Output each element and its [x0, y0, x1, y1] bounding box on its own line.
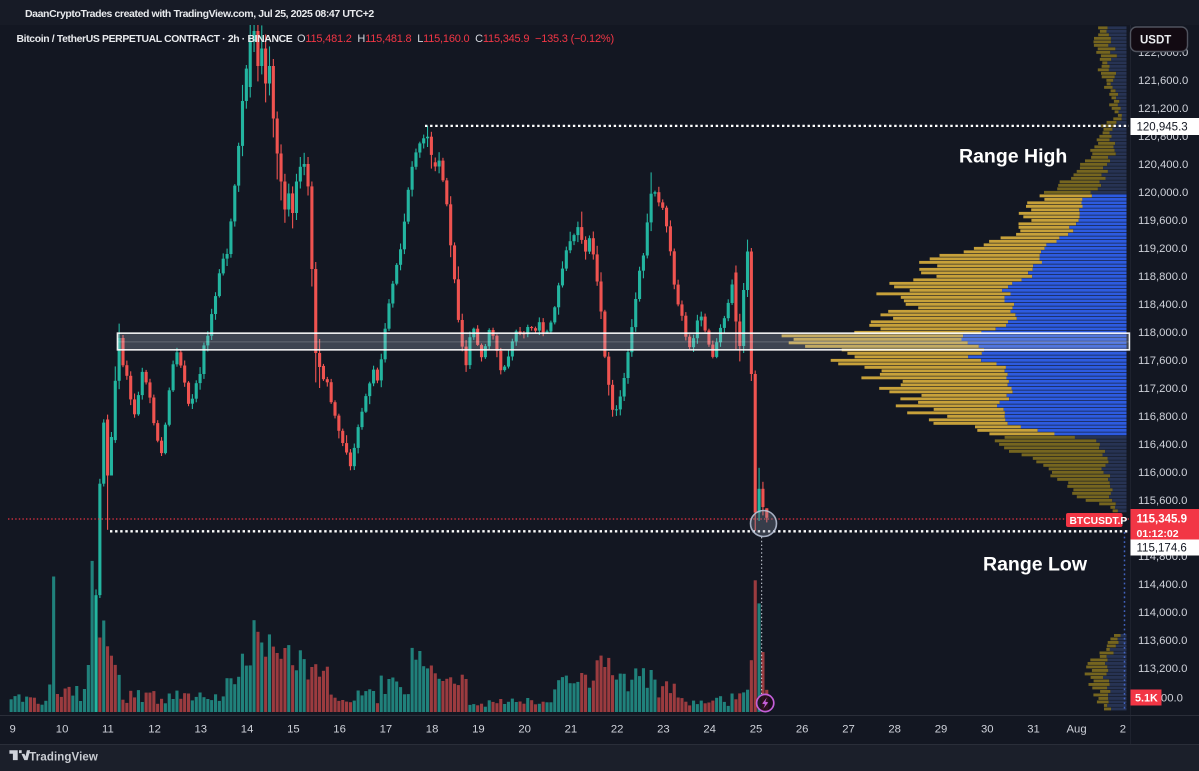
- svg-text:116,000.0: 116,000.0: [1138, 467, 1187, 479]
- svg-text:9: 9: [10, 724, 16, 736]
- svg-text:20: 20: [518, 724, 531, 736]
- svg-text:118,400.0: 118,400.0: [1138, 299, 1187, 311]
- svg-text:DaanCryptoTrades created with: DaanCryptoTrades created with TradingVie…: [25, 8, 374, 20]
- svg-text:15: 15: [287, 724, 300, 736]
- svg-text:119,200.0: 119,200.0: [1138, 243, 1187, 255]
- svg-text:17: 17: [380, 724, 393, 736]
- svg-text:27: 27: [842, 724, 855, 736]
- svg-text:5.1K: 5.1K: [1135, 693, 1158, 705]
- svg-text:113,200.0: 113,200.0: [1138, 663, 1187, 675]
- svg-text:113,600.0: 113,600.0: [1138, 635, 1187, 647]
- svg-text:114,000.0: 114,000.0: [1138, 607, 1187, 619]
- svg-text:22: 22: [611, 724, 624, 736]
- svg-text:O115,481.2 H115,481.8 L115,1: O115,481.2 H115,481.8 L115,160.0 C115,34…: [297, 33, 614, 45]
- svg-text:Range High: Range High: [959, 146, 1067, 168]
- svg-text:10: 10: [56, 724, 69, 736]
- svg-text:12: 12: [148, 724, 161, 736]
- svg-text:118,000.0: 118,000.0: [1138, 327, 1187, 339]
- svg-text:25: 25: [750, 724, 763, 736]
- svg-text:18: 18: [426, 724, 439, 736]
- svg-text:120,945.3: 120,945.3: [1137, 122, 1188, 134]
- svg-text:16: 16: [333, 724, 346, 736]
- svg-text:24: 24: [703, 724, 716, 736]
- svg-text:120,400.0: 120,400.0: [1138, 159, 1188, 171]
- svg-text:13: 13: [195, 724, 208, 736]
- svg-text:USDT: USDT: [1140, 35, 1171, 47]
- svg-text:114,400.0: 114,400.0: [1138, 579, 1187, 591]
- svg-text:121,200.0: 121,200.0: [1138, 103, 1188, 115]
- svg-text:115,345.9: 115,345.9: [1137, 514, 1188, 526]
- svg-text:23: 23: [657, 724, 670, 736]
- svg-text:2: 2: [1120, 724, 1126, 736]
- svg-text:Bitcoin / TetherUS PERPETUAL C: Bitcoin / TetherUS PERPETUAL CONTRACT · …: [17, 34, 293, 45]
- svg-text:01:12:02: 01:12:02: [1137, 528, 1179, 540]
- svg-text:29: 29: [935, 724, 948, 736]
- svg-text:28: 28: [888, 724, 901, 736]
- svg-text:121,600.0: 121,600.0: [1138, 75, 1188, 87]
- svg-text:26: 26: [796, 724, 809, 736]
- svg-text:117,600.0: 117,600.0: [1138, 355, 1187, 367]
- svg-text:TradingView: TradingView: [29, 752, 98, 764]
- svg-text:11: 11: [102, 724, 114, 736]
- svg-text:19: 19: [472, 724, 485, 736]
- svg-text:118,800.0: 118,800.0: [1138, 271, 1187, 283]
- svg-text:31: 31: [1027, 724, 1040, 736]
- svg-text:115,174.6: 115,174.6: [1137, 543, 1187, 555]
- svg-text:119,600.0: 119,600.0: [1138, 215, 1187, 227]
- svg-text:BTCUSDT.P: BTCUSDT.P: [1070, 516, 1128, 527]
- svg-text:120,000.0: 120,000.0: [1138, 187, 1188, 199]
- svg-text:117,200.0: 117,200.0: [1138, 383, 1187, 395]
- svg-text:115,600.0: 115,600.0: [1138, 495, 1187, 507]
- svg-text:116,800.0: 116,800.0: [1138, 411, 1187, 423]
- svg-text:Range Low: Range Low: [983, 554, 1088, 576]
- svg-text:30: 30: [981, 724, 994, 736]
- svg-text:116,400.0: 116,400.0: [1138, 439, 1187, 451]
- svg-text:14: 14: [241, 724, 254, 736]
- svg-text:21: 21: [565, 724, 578, 736]
- svg-text:Aug: Aug: [1067, 724, 1087, 736]
